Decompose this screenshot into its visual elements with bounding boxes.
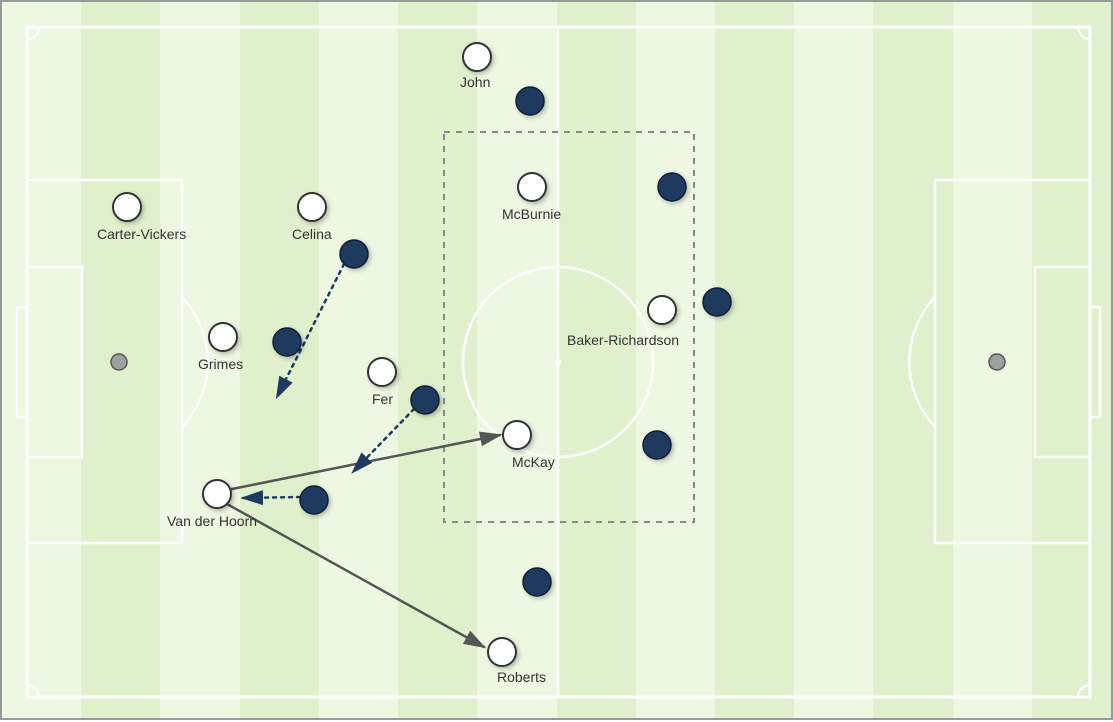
team-player-fer bbox=[368, 358, 396, 386]
team-player-celina bbox=[298, 193, 326, 221]
tactical-diagram: John Carter-Vickers Celina McBurnie Grimes Fe… bbox=[0, 0, 1113, 720]
team-player-roberts bbox=[488, 638, 516, 666]
center-spot bbox=[555, 359, 561, 365]
player-label-roberts: Roberts bbox=[497, 669, 546, 685]
tactical-zone bbox=[444, 132, 694, 522]
corner-arc bbox=[1078, 685, 1090, 697]
right-penalty-spot bbox=[989, 354, 1005, 370]
opponent-player bbox=[658, 173, 686, 201]
player-label-mcburnie: McBurnie bbox=[502, 206, 561, 222]
movement-arrow bbox=[243, 497, 300, 498]
opponent-player bbox=[523, 568, 551, 596]
right-penalty-area bbox=[935, 180, 1090, 543]
opponent-player bbox=[643, 431, 671, 459]
pass-arrow bbox=[227, 504, 484, 647]
team-player-baker-richardson bbox=[648, 296, 676, 324]
opponent-player bbox=[411, 386, 439, 414]
opponent-player bbox=[300, 486, 328, 514]
team-player-grimes bbox=[209, 323, 237, 351]
right-six-yard-box bbox=[1035, 267, 1090, 457]
player-label-fer: Fer bbox=[372, 391, 393, 407]
corner-arc bbox=[27, 27, 39, 39]
opponent-player bbox=[703, 288, 731, 316]
team-player-van-der-hoorn bbox=[203, 480, 231, 508]
opponent-player bbox=[273, 328, 301, 356]
opponent-player bbox=[516, 87, 544, 115]
corner-arc bbox=[1078, 27, 1090, 39]
pitch-graphics: John Carter-Vickers Celina McBurnie Grimes Fe… bbox=[2, 2, 1113, 722]
right-arc bbox=[909, 297, 935, 427]
team-player-carter-vickers bbox=[113, 193, 141, 221]
player-label-baker-richardson: Baker-Richardson bbox=[567, 332, 679, 348]
player-label-celina: Celina bbox=[292, 226, 332, 242]
player-label-mckay: McKay bbox=[512, 454, 555, 470]
pass-arrow bbox=[232, 435, 500, 489]
player-label-carter-vickers: Carter-Vickers bbox=[97, 226, 186, 242]
player-label-van-der-hoorn: Van der Hoorn bbox=[167, 513, 257, 529]
opponent-player bbox=[340, 240, 368, 268]
player-label-john: John bbox=[460, 74, 490, 90]
movement-arrow bbox=[353, 409, 414, 472]
corner-arc bbox=[27, 685, 39, 697]
left-six-yard-box bbox=[27, 267, 82, 457]
player-label-grimes: Grimes bbox=[198, 356, 243, 372]
left-penalty-spot bbox=[111, 354, 127, 370]
team-player-john bbox=[463, 43, 491, 71]
team-player-mckay bbox=[503, 421, 531, 449]
team-player-mcburnie bbox=[518, 173, 546, 201]
